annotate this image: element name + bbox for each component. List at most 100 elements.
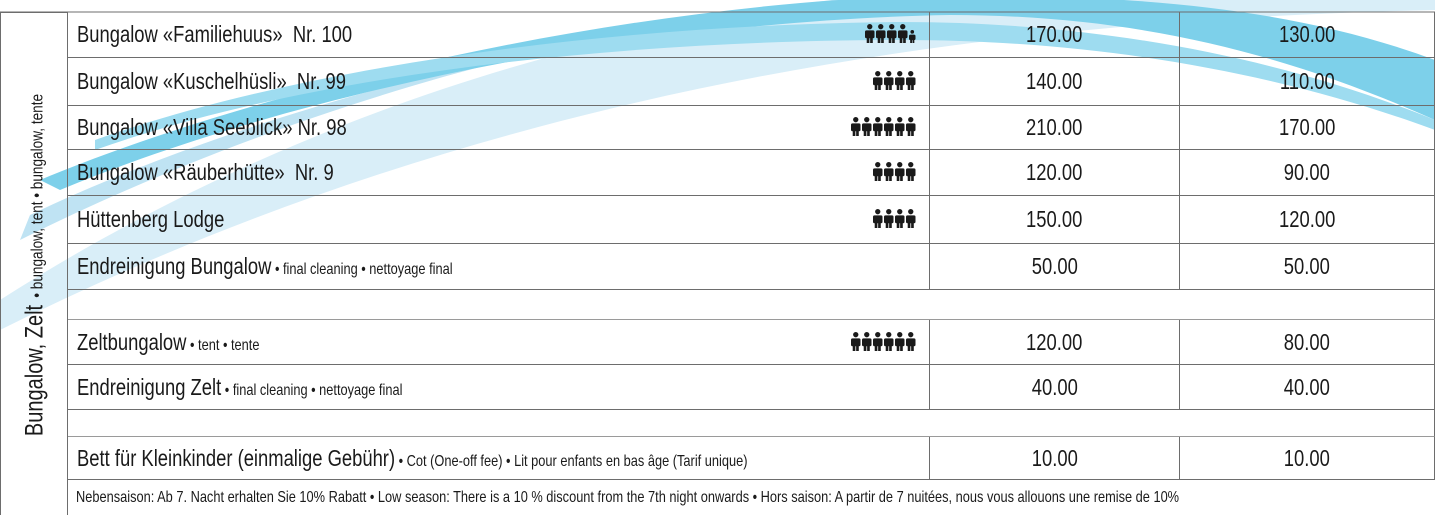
person-leg: [913, 37, 915, 43]
person-leg: [900, 127, 903, 136]
person-head: [886, 209, 891, 214]
person-leg: [911, 81, 914, 90]
person-body: [906, 123, 916, 131]
price-text: 210.00: [1026, 114, 1082, 141]
person-leg: [886, 172, 889, 181]
person-leg: [889, 342, 892, 351]
person-icon: [906, 71, 916, 90]
person-icons: [817, 208, 917, 232]
name-text: Bungalow «Familiehuus» Nr. 100: [77, 21, 352, 48]
person-leg: [856, 127, 859, 136]
item-name: Bungalow «Familiehuus» Nr. 100: [77, 21, 352, 47]
person-leg: [864, 127, 867, 136]
person-icon: [862, 117, 872, 136]
price-cell: 90.00: [1180, 150, 1435, 196]
person-leg: [911, 342, 914, 351]
person-body: [851, 123, 861, 131]
person-icon: [851, 117, 861, 136]
person-body: [887, 30, 897, 38]
footnote: Nebensaison: Ab 7. Nacht erhalten Sie 10…: [68, 480, 1435, 515]
person-body: [906, 215, 916, 223]
person-body: [884, 338, 894, 346]
person-icon: [884, 162, 894, 181]
price-cell: 120.00: [930, 150, 1180, 196]
person-head: [878, 24, 883, 29]
price-cell: 120.00: [930, 320, 1180, 365]
person-icons: [817, 331, 917, 355]
footnote-text: Nebensaison: Ab 7. Nacht erhalten Sie 10…: [76, 489, 1179, 507]
name-text: Zeltbungalow • tent • tente: [77, 329, 259, 356]
person-body: [873, 123, 883, 131]
person-leg: [886, 127, 889, 136]
item-name: Hüttenberg Lodge: [77, 206, 224, 232]
item-name: Endreinigung Bungalow: [77, 253, 271, 279]
person-leg: [889, 81, 892, 90]
person-icon: [873, 71, 883, 90]
person-leg: [897, 219, 900, 228]
price-cell: 10.00: [1180, 437, 1435, 480]
person-head: [886, 332, 891, 337]
person-icon: [862, 332, 872, 351]
person-head: [875, 71, 880, 76]
person-leg: [867, 34, 870, 43]
person-icons: [817, 23, 917, 47]
price-cell: 130.00: [1180, 12, 1435, 58]
person-body: [865, 30, 875, 38]
person-leg: [900, 172, 903, 181]
person-head: [897, 162, 902, 167]
person-icon: [895, 332, 905, 351]
spacer-row: [68, 410, 1435, 437]
name-text: Endreinigung Bungalow • final cleaning •…: [77, 253, 453, 280]
person-icon: [895, 71, 905, 90]
person-body: [906, 168, 916, 176]
person-head: [867, 24, 872, 29]
person-head: [908, 71, 913, 76]
person-icon: [884, 209, 894, 228]
item-note: • tent • tente: [190, 337, 259, 354]
price-text: 40.00: [1284, 374, 1330, 401]
person-head: [853, 117, 858, 122]
person-icon: [873, 162, 883, 181]
person-head: [875, 332, 880, 337]
price-text: 50.00: [1031, 253, 1077, 280]
person-body: [895, 168, 905, 176]
person-body: [884, 77, 894, 85]
name-cell: Endreinigung Zelt • final cleaning • net…: [68, 365, 930, 410]
person-leg: [878, 219, 881, 228]
price-text: 90.00: [1284, 159, 1330, 186]
item-note: • final cleaning • nettoyage final: [275, 261, 453, 278]
person-leg: [878, 342, 881, 351]
person-leg: [856, 342, 859, 351]
person-head: [897, 117, 902, 122]
person-leg: [911, 219, 914, 228]
price-cell: 170.00: [930, 12, 1180, 58]
name-text: Bungalow «Räuberhütte» Nr. 9: [77, 159, 334, 186]
person-icon: [884, 332, 894, 351]
price-cell: 40.00: [930, 365, 1180, 410]
price-text: 10.00: [1031, 445, 1077, 472]
person-leg: [910, 37, 912, 43]
name-text: Endreinigung Zelt • final cleaning • net…: [77, 374, 402, 401]
name-cell: Bungalow «Kuschelhüsli» Nr. 99: [68, 58, 930, 106]
person-leg: [903, 34, 906, 43]
person-icon: [873, 117, 883, 136]
person-head: [875, 162, 880, 167]
price-text: 120.00: [1279, 206, 1335, 233]
price-text: 150.00: [1026, 206, 1082, 233]
person-leg: [911, 172, 914, 181]
person-body: [851, 338, 861, 346]
item-note: • final cleaning • nettoyage final: [225, 382, 403, 399]
price-cell: 140.00: [930, 58, 1180, 106]
person-head: [897, 332, 902, 337]
person-icons: [817, 70, 917, 94]
person-body: [884, 168, 894, 176]
price-cell: 40.00: [1180, 365, 1435, 410]
person-head: [908, 209, 913, 214]
person-icon: [865, 24, 875, 43]
name-cell: Bungalow «Villa Seeblick» Nr. 98: [68, 106, 930, 150]
price-cell: 120.00: [1180, 196, 1435, 244]
person-body: [895, 123, 905, 131]
item-name: Bett für Kleinkinder (einmalige Gebühr): [77, 445, 395, 471]
person-leg: [878, 81, 881, 90]
person-leg: [908, 342, 911, 351]
